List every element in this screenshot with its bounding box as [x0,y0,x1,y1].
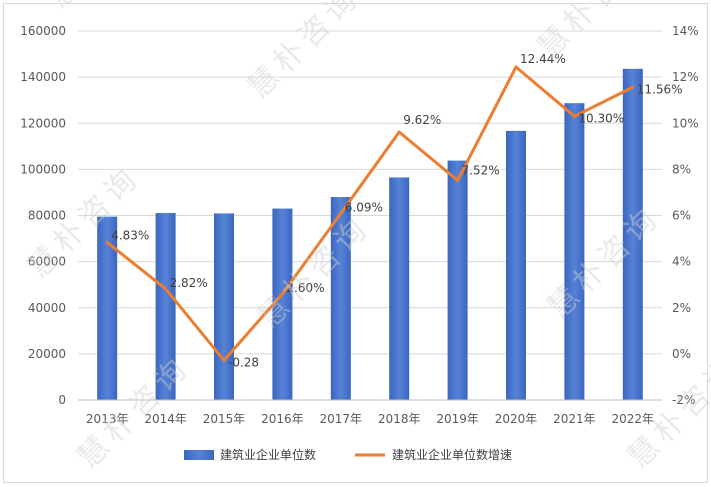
left-axis-tick: 40000 [28,301,66,315]
right-axis-tick: 14% [672,24,699,38]
bar [214,213,234,400]
x-axis-tick: 2021年 [553,412,596,426]
right-axis-tick: -2% [672,393,695,407]
bar [447,160,468,400]
legend-bar-label: 建筑业企业单位数 [220,447,316,462]
line-point [514,65,518,69]
right-axis-tick: 4% [672,255,691,269]
line-data-label: -0.28 [228,355,259,369]
left-axis-tick: 0 [58,393,66,407]
bar [330,197,351,400]
line-data-label: 10.30% [578,111,624,125]
right-axis-tick: 8% [672,162,691,176]
bar-series [97,68,643,401]
left-axis: 0 20000 40000 60000 80000 100000 120000 140000 1… [20,24,66,407]
x-axis-tick: 2017年 [320,412,363,426]
right-axis: -2% 0% 2% 4% 6% 8% 10% 12% 14% [672,24,699,407]
line-point [105,240,109,244]
right-axis-tick: 0% [672,347,691,361]
x-axis-tick: 2014年 [144,412,187,426]
x-axis-tick: 2019年 [436,412,479,426]
legend: 建筑业企业单位数 建筑业企业单位数增速 [184,447,512,462]
left-axis-tick: 120000 [20,116,66,130]
left-axis-tick: 20000 [28,347,66,361]
line-data-label: 9.62% [403,113,441,127]
left-axis-tick: 140000 [20,70,66,84]
line-data-label: 4.83% [111,228,149,242]
right-axis-tick: 10% [672,116,699,130]
left-axis-tick: 60000 [28,255,66,269]
chart-frame [3,3,708,483]
legend-line-label: 建筑业企业单位数增速 [392,447,512,462]
line-data-label: 7.52% [462,163,500,177]
bar [97,216,118,400]
line-point [397,130,401,134]
line-point [456,178,460,182]
line-point [164,287,168,291]
x-axis-tick: 2018年 [378,412,421,426]
line-point [280,292,284,296]
bar [622,68,643,400]
line-point [572,114,576,118]
line-data-label: 6.09% [345,200,383,214]
left-axis-tick: 80000 [28,209,66,223]
line-series [105,65,635,362]
x-axis: 2013年 2014年 2015年 2016年 2017年 2018年 2019年 2020年… [78,399,662,426]
data-labels: 4.83% 2.82% -0.28 2.60% 6.09% 9.62% 7.52% 12.44… [111,52,682,369]
bar [564,103,585,401]
legend-bar-swatch [184,450,214,460]
line-data-label: 12.44% [520,52,566,66]
line-point [631,85,635,89]
line-point [222,358,226,362]
line-point [339,211,343,215]
watermark-char: 慧 [41,0,87,16]
line-data-label: 2.60% [286,281,324,295]
growth-line [105,65,635,362]
line-data-label: 11.56% [637,82,683,96]
line-data-label: 2.82% [170,276,208,290]
right-axis-tick: 2% [672,301,691,315]
right-axis-tick: 6% [672,209,691,223]
bar [506,130,526,400]
x-axis-tick: 2015年 [203,412,246,426]
x-axis-tick: 2020年 [495,412,538,426]
right-axis-tick: 12% [672,70,699,84]
bar [155,212,176,400]
left-axis-tick: 160000 [20,24,66,38]
left-axis-tick: 100000 [20,162,66,176]
x-axis-tick: 2022年 [612,412,655,426]
bar [272,208,293,400]
bar [389,177,410,400]
x-axis-tick: 2013年 [86,412,129,426]
x-axis-tick: 2016年 [261,412,304,426]
